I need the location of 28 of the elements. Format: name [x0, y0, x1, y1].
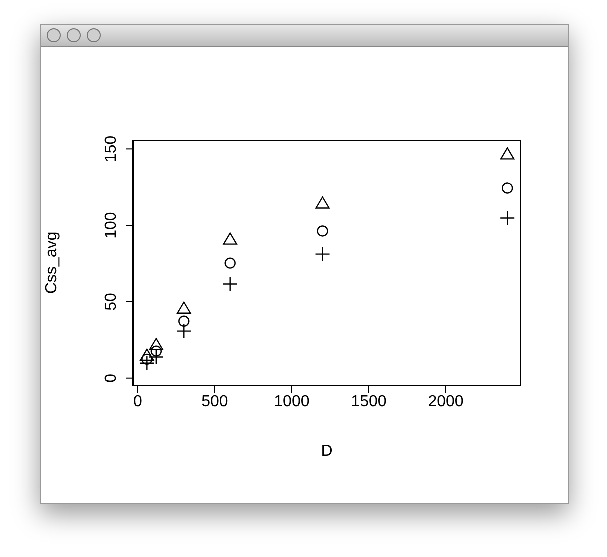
y-tick-label: 0 [103, 374, 120, 383]
point [150, 346, 162, 357]
y-tick-label: 100 [103, 212, 120, 239]
x-tick-label: 0 [133, 393, 142, 410]
point [315, 246, 330, 262]
point [500, 210, 516, 226]
point [177, 302, 192, 314]
point [316, 196, 330, 209]
point [317, 226, 328, 237]
point [149, 338, 164, 350]
point [140, 348, 154, 362]
x-axis-title: D [321, 443, 333, 460]
x-tick-label: 2000 [428, 393, 464, 410]
y-tick-label: 50 [103, 292, 120, 311]
point [178, 316, 190, 327]
x-tick-label: 500 [202, 393, 228, 410]
point [500, 148, 515, 160]
point [148, 350, 164, 365]
y-tick-label: 150 [103, 136, 120, 163]
point [176, 324, 192, 339]
x-tick-label: 1500 [351, 393, 387, 410]
point [223, 232, 238, 245]
point [222, 276, 238, 292]
point [140, 356, 155, 371]
x-tick-label: 1000 [274, 393, 310, 410]
point [502, 182, 514, 194]
y-axis-title: Css_avg [44, 232, 61, 294]
point [224, 258, 236, 269]
